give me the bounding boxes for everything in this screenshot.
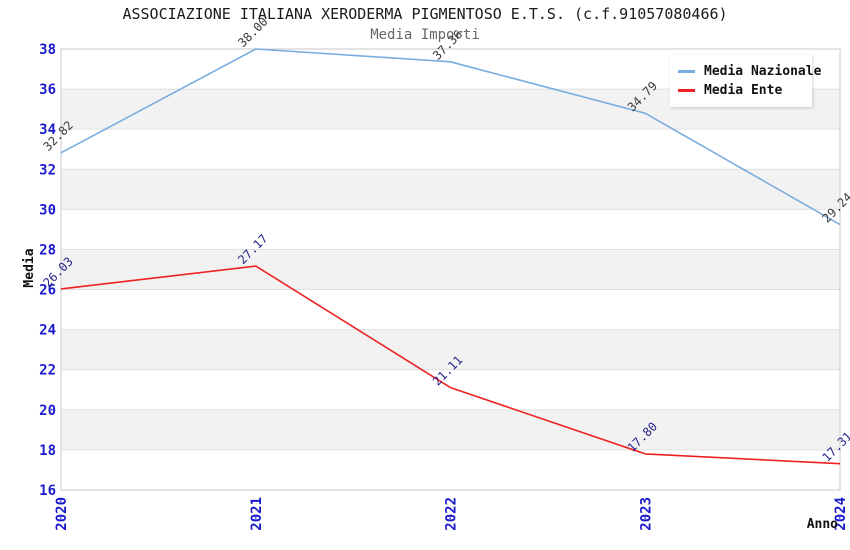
y-tick-label: 30 — [39, 202, 56, 218]
legend: Media Nazionale Media Ente — [670, 55, 821, 107]
y-tick-label: 38 — [39, 42, 56, 58]
x-tick-label: 2020 — [54, 497, 70, 531]
legend-item-media-nazionale: Media Nazionale — [678, 63, 821, 80]
y-tick-label: 18 — [39, 443, 56, 459]
y-tick-label: 20 — [39, 403, 56, 419]
plot-border — [60, 48, 841, 491]
y-tick-label: 36 — [39, 82, 56, 98]
grid-band — [61, 289, 840, 330]
legend-label: Media Ente — [704, 83, 783, 98]
grid-band — [61, 369, 840, 410]
y-tick-label: 34 — [39, 122, 56, 138]
line-swatch-icon — [678, 89, 695, 92]
y-tick-label: 16 — [39, 483, 56, 499]
y-tick-label: 22 — [39, 363, 56, 379]
grid-band — [61, 129, 840, 170]
chart-subtitle: Media Importi — [370, 27, 480, 43]
x-tick-label: 2023 — [638, 497, 654, 531]
y-tick-label: 26 — [39, 283, 56, 299]
grid-band — [61, 169, 840, 210]
y-tick-label: 28 — [39, 242, 56, 258]
y-axis-title: Media — [22, 248, 37, 287]
series-line — [60, 48, 841, 226]
x-tick-label: 2021 — [249, 497, 265, 531]
x-axis-title: Anno — [807, 517, 838, 532]
grid-band — [61, 249, 840, 290]
y-tick-label: 32 — [39, 162, 56, 178]
grid-band — [61, 209, 840, 250]
grid-band — [61, 449, 840, 490]
legend-item-media-ente: Media Ente — [678, 82, 812, 99]
grid-band — [61, 329, 840, 370]
legend-label: Media Nazionale — [704, 64, 822, 79]
chart-title: ASSOCIAZIONE ITALIANA XERODERMA PIGMENTO… — [122, 5, 728, 23]
series-line — [60, 265, 841, 465]
grid-band — [61, 409, 840, 450]
y-tick-label: 24 — [39, 323, 56, 339]
data-point-label: 38.00 — [235, 14, 270, 49]
line-swatch-icon — [678, 70, 695, 73]
x-tick-label: 2022 — [444, 497, 460, 531]
x-tick-label: 2024 — [833, 497, 849, 531]
